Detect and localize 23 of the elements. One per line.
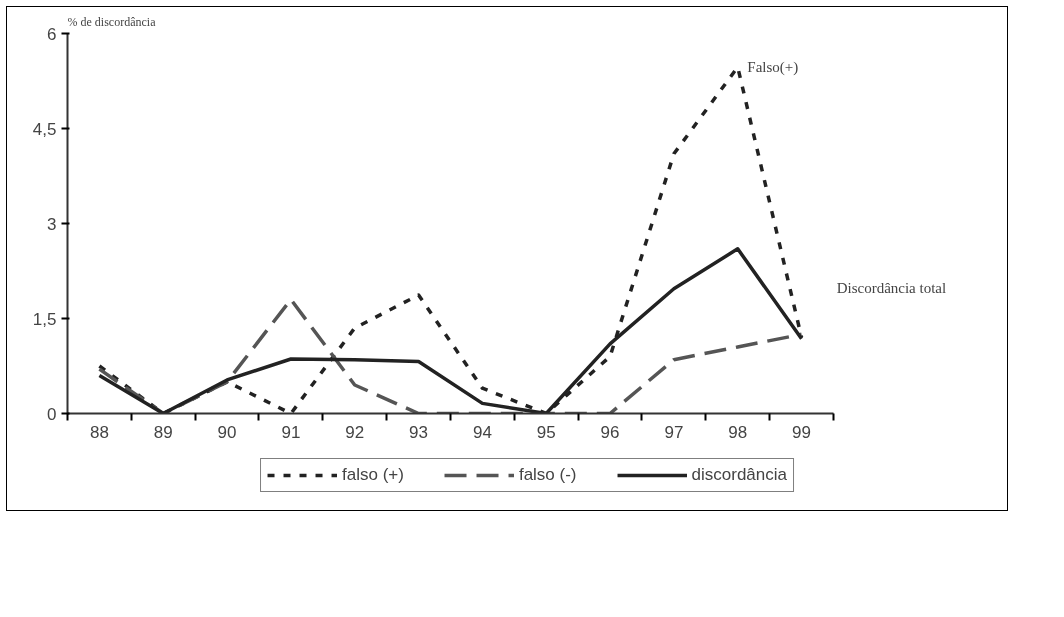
x-tick-label: 96 xyxy=(600,422,620,442)
x-tick-label: 94 xyxy=(472,422,492,442)
x-tick-label: 92 xyxy=(345,422,365,442)
legend-label: falso (+) xyxy=(342,465,404,485)
y-tick-label: 0 xyxy=(47,404,57,424)
y-tick-label: 3 xyxy=(47,214,57,234)
text: Discordância total xyxy=(836,280,947,297)
legend-label: falso (-) xyxy=(518,465,577,485)
x-tick-label: 89 xyxy=(153,422,173,442)
y-tick-label: 1,5 xyxy=(32,309,57,329)
y-tick-label: 6 xyxy=(47,24,57,44)
x-tick-label: 97 xyxy=(664,422,684,442)
x-tick-label: 98 xyxy=(728,422,748,442)
y-axis-title: % de discordância xyxy=(67,14,157,29)
x-tick-label: 95 xyxy=(536,422,556,442)
x-tick-label: 88 xyxy=(89,422,109,442)
y-tick-label: 4,5 xyxy=(32,119,57,139)
x-tick-label: 91 xyxy=(281,422,301,442)
x-tick-label: 90 xyxy=(217,422,237,442)
x-tick-label: 93 xyxy=(409,422,429,442)
annotation: Falso(+) xyxy=(747,59,799,77)
x-tick-label: 99 xyxy=(792,422,812,442)
legend-label: discordância xyxy=(691,465,787,485)
